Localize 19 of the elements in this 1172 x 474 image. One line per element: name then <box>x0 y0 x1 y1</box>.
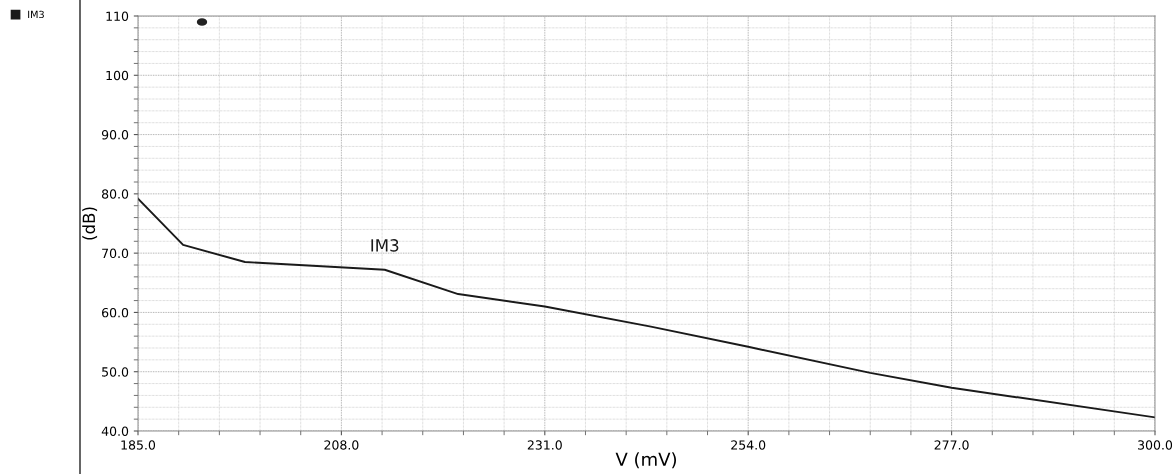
x-tick-label: 208.0 <box>324 440 359 450</box>
y-tick-label: 70.0 <box>102 248 129 259</box>
x-tick-label: 185.0 <box>121 440 156 450</box>
x-tick-label: 254.0 <box>731 440 766 450</box>
x-tick-label: 277.0 <box>934 440 969 450</box>
y-tick-label: 100 <box>106 70 129 81</box>
text: IM3 <box>371 239 399 252</box>
y-tick-label: 110 <box>106 11 129 21</box>
y-tick-label: 60.0 <box>102 307 129 318</box>
x-tick-label: 231.0 <box>527 440 562 450</box>
y-tick-label: 80.0 <box>101 189 129 199</box>
x-axis-title: V (mV) <box>615 452 677 469</box>
y-tick-label: 50.0 <box>102 367 129 377</box>
legend-label: IM3 <box>28 10 44 19</box>
x-tick-label: 300.0 <box>1138 440 1172 450</box>
y-axis-title: (dB) <box>82 207 98 240</box>
line-series <box>138 197 1155 419</box>
y-tick-label: 40.0 <box>101 426 129 436</box>
y-tick-label: 90.0 <box>101 130 129 140</box>
